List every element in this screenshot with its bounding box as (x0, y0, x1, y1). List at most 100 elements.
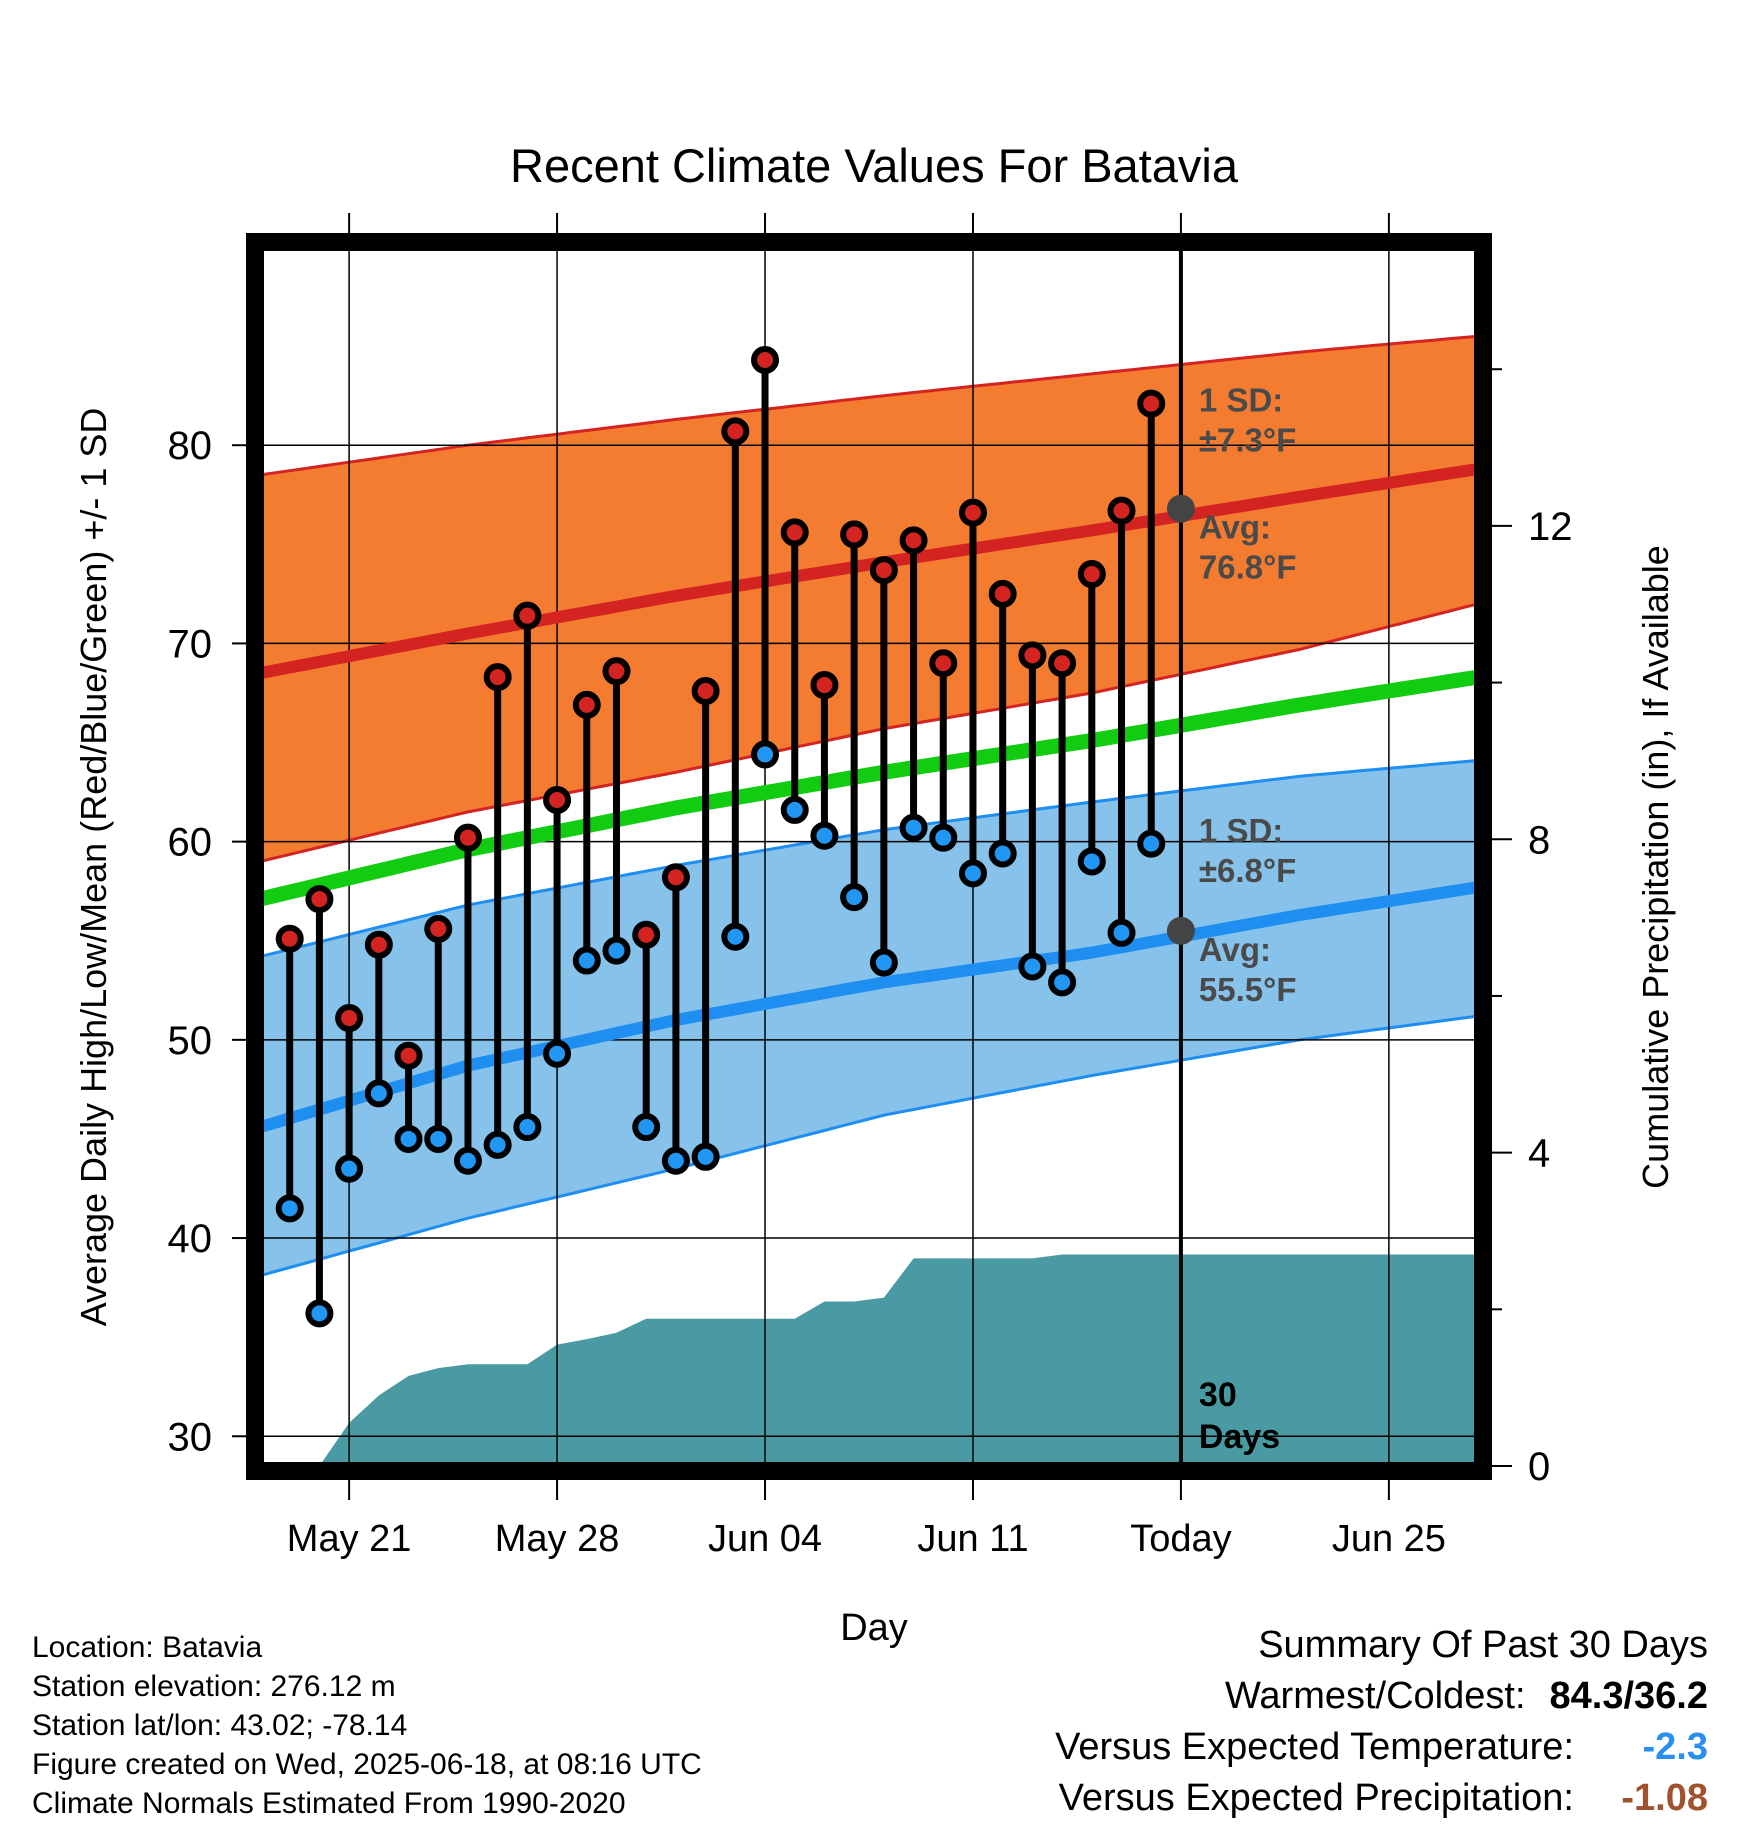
high-point (661, 863, 690, 892)
y-tick-label: 40 (168, 1217, 213, 1261)
high-point (453, 823, 482, 852)
low-point (1018, 952, 1047, 981)
low-point (988, 839, 1017, 868)
high-point (810, 671, 839, 700)
low-point (869, 948, 898, 977)
low-point (424, 1124, 453, 1153)
low-point (632, 1113, 661, 1142)
low-point (394, 1124, 423, 1153)
temp-label: Versus Expected Temperature: (1055, 1726, 1574, 1768)
y2-tick-label: 8 (1528, 818, 1550, 862)
high-point (780, 518, 809, 547)
high-point (543, 786, 572, 815)
precipitation-area (260, 1254, 1478, 1466)
summary-temp-row: Versus Expected Temperature: -2.3 (1055, 1722, 1708, 1773)
high-point (751, 345, 780, 374)
high-point (1077, 560, 1106, 589)
high-point (572, 690, 601, 719)
low-point (661, 1146, 690, 1175)
x-tick-label: Today (1130, 1518, 1231, 1560)
y-tick-label: 60 (168, 821, 213, 865)
days-count-unit: Days (1199, 1418, 1280, 1456)
low-point (929, 823, 958, 852)
high-point (869, 556, 898, 585)
high-point (1107, 496, 1136, 525)
high-point (721, 417, 750, 446)
low-point (602, 936, 631, 965)
low-point (543, 1039, 572, 1068)
warmest-value: 84.3/36.2 (1549, 1675, 1708, 1717)
y2-tick-label: 4 (1528, 1132, 1550, 1176)
high-point (632, 920, 661, 949)
low-point (572, 946, 601, 975)
high-point (483, 663, 512, 692)
x-tick-label: Jun 11 (917, 1518, 1028, 1560)
high-point (691, 676, 720, 705)
plot-frame (246, 233, 1492, 1480)
high-point (988, 579, 1017, 608)
low-point (691, 1142, 720, 1171)
warmest-label: Warmest/Coldest: (1224, 1675, 1526, 1717)
summary-title: Summary Of Past 30 Days (1258, 1624, 1708, 1666)
high-point (513, 601, 542, 630)
high-point (364, 930, 393, 959)
high-point (899, 526, 928, 555)
x-tick-label: May 28 (495, 1518, 620, 1560)
normals-text: Climate Normals Estimated From 1990-2020 (32, 1787, 626, 1820)
low-point (453, 1146, 482, 1175)
high-point (275, 924, 304, 953)
low-avg-value: 55.5°F (1199, 971, 1297, 1008)
low-sd-band (260, 760, 1478, 1276)
high-lower-line (260, 602, 1478, 863)
low-point (513, 1113, 542, 1142)
chart-title: Recent Climate Values For Batavia (510, 139, 1239, 192)
low-normal-line (260, 881, 1478, 1133)
y-axis-label: Average Daily High/Low/Mean (Red/Blue/Gr… (73, 408, 114, 1327)
high-point (958, 498, 987, 527)
precip-label: Versus Expected Precipitation: (1058, 1777, 1574, 1819)
high-sd-label: 1 SD: (1199, 382, 1283, 419)
latlon-text: Station lat/lon: 43.02; -78.14 (32, 1709, 408, 1742)
low-point (899, 813, 928, 842)
high-point (424, 914, 453, 943)
high-avg-label: Avg: (1199, 509, 1271, 546)
x-tick-label: Jun 04 (708, 1518, 822, 1560)
y2-axis-label: Cumulative Precipitation (in), If Availa… (1635, 545, 1676, 1189)
y2-tick-label: 12 (1528, 505, 1573, 549)
low-point (1077, 847, 1106, 876)
low-point (305, 1299, 334, 1328)
summary-panel: Summary Of Past 30 Days Warmest/Coldest:… (1055, 1620, 1708, 1824)
high-sd-band (260, 336, 1478, 862)
elevation-text: Station elevation: 276.12 m (32, 1670, 396, 1703)
low-point (958, 859, 987, 888)
low-point (335, 1154, 364, 1183)
low-sd-value: ±6.8°F (1199, 852, 1296, 889)
high-point (394, 1041, 423, 1070)
low-point (840, 883, 869, 912)
low-point (275, 1194, 304, 1223)
high-point (602, 657, 631, 686)
low-point (780, 795, 809, 824)
low-point (810, 821, 839, 850)
high-point (335, 1004, 364, 1033)
temp-value: -2.3 (1642, 1726, 1708, 1768)
days-count-label: 30 (1199, 1376, 1237, 1414)
y-tick-label: 70 (168, 622, 213, 666)
high-sd-value: ±7.3°F (1199, 422, 1296, 459)
low-point (1048, 968, 1077, 997)
low-point (751, 740, 780, 769)
high-point (305, 885, 334, 914)
high-normal-line (260, 463, 1478, 680)
high-point (1137, 389, 1166, 418)
low-point (1107, 918, 1136, 947)
low-upper-line (260, 758, 1478, 959)
today-low-avg-marker (1166, 916, 1195, 945)
low-point (1137, 829, 1166, 858)
created-text: Figure created on Wed, 2025-06-18, at 08… (32, 1748, 702, 1781)
high-point (840, 520, 869, 549)
high-point (1018, 641, 1047, 670)
y-tick-label: 30 (168, 1415, 213, 1459)
low-point (483, 1130, 512, 1159)
